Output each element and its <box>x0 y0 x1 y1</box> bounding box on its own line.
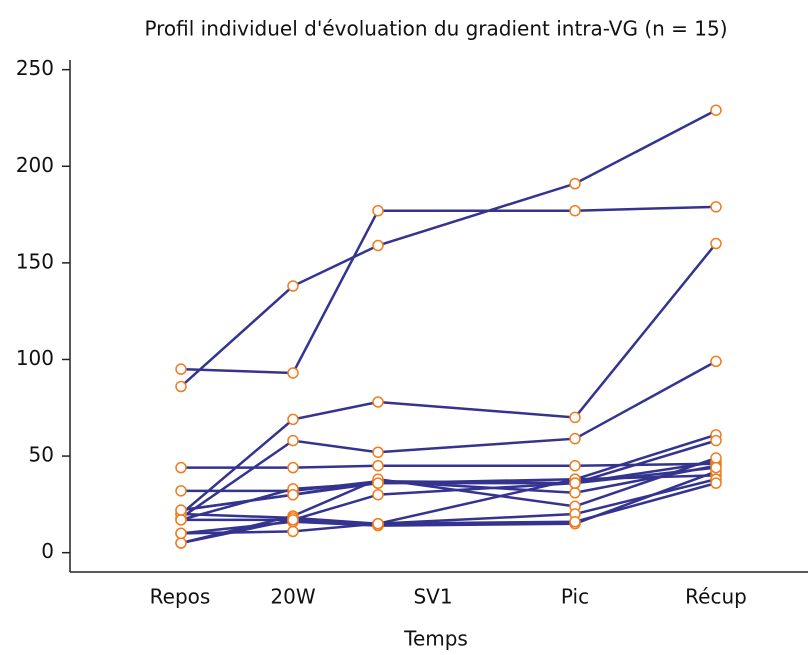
point <box>372 477 384 489</box>
point <box>175 537 187 549</box>
point <box>175 504 187 516</box>
point <box>372 396 384 408</box>
point <box>372 488 384 501</box>
point <box>569 204 581 217</box>
point <box>287 434 299 447</box>
x-axis-label: Temps <box>403 627 468 651</box>
point <box>710 434 722 447</box>
point <box>372 204 384 217</box>
point <box>710 201 722 213</box>
point <box>569 487 581 499</box>
point <box>569 411 581 424</box>
point <box>710 104 722 116</box>
point <box>710 355 722 368</box>
y-tick-label: 0 <box>41 539 54 563</box>
point <box>372 239 384 252</box>
point <box>287 514 299 526</box>
point <box>175 461 187 474</box>
point <box>287 525 299 538</box>
point <box>287 280 299 292</box>
y-tick-label: 100 <box>16 346 54 370</box>
point <box>569 459 581 472</box>
point <box>287 461 299 474</box>
y-tick-label: 250 <box>16 56 54 80</box>
x-tick-label: Repos <box>150 585 211 609</box>
chart-title: Profil individuel d'évoluation du gradie… <box>144 17 727 41</box>
point <box>710 477 722 489</box>
point <box>287 413 299 426</box>
point <box>710 461 722 474</box>
point <box>175 485 187 497</box>
point <box>569 177 581 190</box>
point <box>710 237 722 250</box>
x-tick-label: Récup <box>685 585 747 609</box>
point <box>710 452 722 464</box>
y-tick-label: 200 <box>16 153 54 177</box>
point <box>569 432 581 445</box>
x-tick-label: SV1 <box>413 585 452 609</box>
point <box>175 514 187 526</box>
y-tick-label: 50 <box>29 443 54 467</box>
point <box>175 380 187 393</box>
point <box>372 517 384 530</box>
point <box>175 363 187 375</box>
x-tick-label: 20W <box>270 585 315 609</box>
series-line <box>180 109 717 388</box>
point <box>175 527 187 540</box>
point <box>287 488 299 501</box>
x-tick-label: Pic <box>561 585 589 609</box>
point <box>569 516 581 528</box>
series-line <box>180 360 717 519</box>
point <box>372 446 384 458</box>
point <box>287 367 299 379</box>
point <box>372 459 384 472</box>
series-line <box>180 205 717 375</box>
y-tick-label: 150 <box>16 249 54 273</box>
point <box>569 477 581 489</box>
